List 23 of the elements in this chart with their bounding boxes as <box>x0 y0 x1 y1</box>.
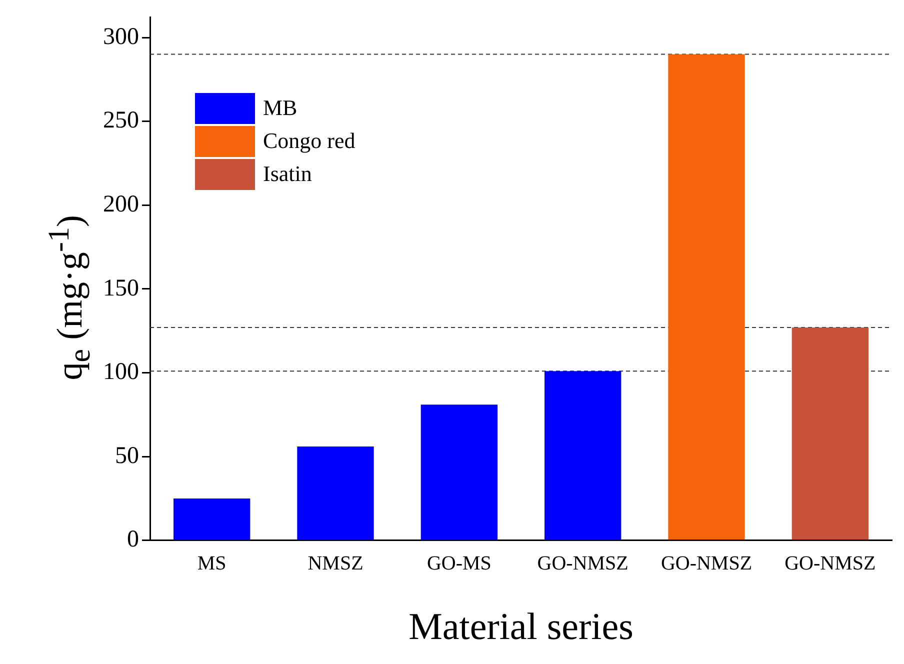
x-tick-label: GO-NMSZ <box>537 552 628 575</box>
legend-label: Congo red <box>263 128 356 154</box>
y-tick-label: 0 <box>127 526 139 553</box>
legend-label: MB <box>263 95 298 121</box>
y-tick-label: 200 <box>103 191 139 218</box>
x-tick-label: GO-NMSZ <box>660 552 752 575</box>
x-tick-label: MS <box>197 552 226 575</box>
y-tick-label: 300 <box>103 24 139 50</box>
x-tick-label: GO-MS <box>426 552 492 575</box>
bar <box>173 498 250 540</box>
bar <box>420 404 498 540</box>
legend-label: Isatin <box>263 161 312 187</box>
x-axis-title: Material series <box>408 606 634 648</box>
x-tick-label: GO-NMSZ <box>784 552 876 575</box>
bar <box>297 446 374 540</box>
x-tick-label: NMSZ <box>308 552 364 575</box>
bar <box>544 371 622 540</box>
bar <box>668 54 745 540</box>
bar <box>792 328 869 540</box>
y-tick-label: 50 <box>115 442 139 469</box>
y-tick-label: 250 <box>103 108 139 134</box>
y-tick-label: 100 <box>103 359 139 386</box>
y-tick-label: 150 <box>103 275 139 302</box>
